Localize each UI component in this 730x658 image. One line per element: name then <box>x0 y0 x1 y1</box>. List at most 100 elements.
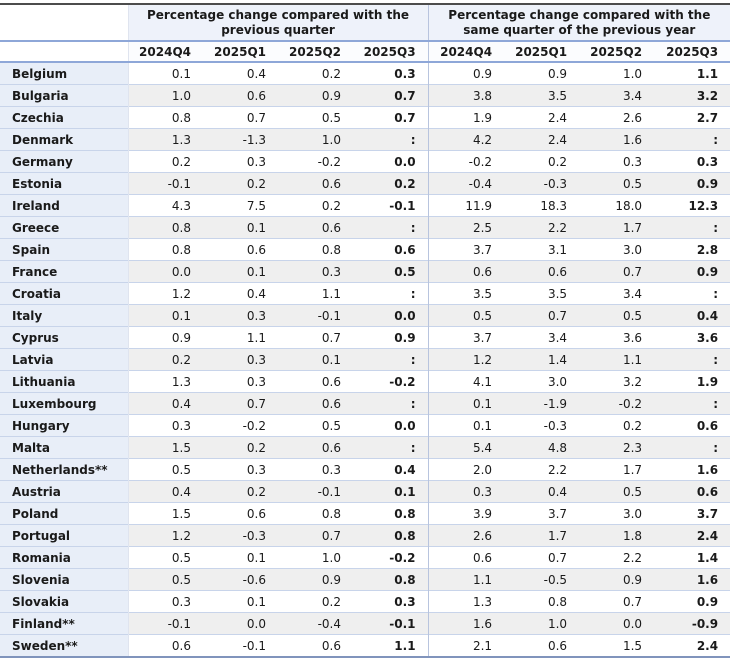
qoq-2024Q4-value: 1.3 <box>127 370 203 393</box>
qoq-2025Q1-value: 0.3 <box>203 458 278 481</box>
qoq-2025Q1-value: 0.2 <box>203 480 278 503</box>
qoq-2024Q4-value: 0.5 <box>127 458 203 481</box>
col-header-qoq-2025Q2: 2025Q2 <box>278 41 353 63</box>
yoy-2025Q1-value: 3.7 <box>504 502 580 525</box>
qoq-2025Q2-value: 0.6 <box>278 370 353 393</box>
qoq-2025Q2-value: 0.9 <box>278 568 353 591</box>
country-name: Luxembourg <box>0 392 128 415</box>
qoq-2024Q4-value: 0.2 <box>127 348 203 371</box>
yoy-2025Q3-value: : <box>654 392 730 415</box>
qoq-2025Q3-value: : <box>353 392 429 415</box>
yoy-2025Q2-value: 2.2 <box>579 546 655 569</box>
qoq-2025Q3-value: -0.1 <box>353 194 429 217</box>
qoq-2025Q2-value: 0.3 <box>278 260 353 283</box>
qoq-2025Q3-value: -0.1 <box>353 612 429 635</box>
table-row: Croatia 1.2 0.4 1.1:3.5 3.5 3.4: <box>0 282 730 305</box>
qoq-2025Q3-value: 0.7 <box>353 106 429 129</box>
yoy-2025Q2-value: 0.5 <box>579 172 655 195</box>
yoy-2025Q3-value: 12.3 <box>654 194 730 217</box>
qoq-2025Q2-value: -0.4 <box>278 612 353 635</box>
qoq-2025Q1-value: 7.5 <box>203 194 278 217</box>
qoq-2025Q1-value: 0.3 <box>203 150 278 173</box>
country-name: Hungary <box>0 414 128 437</box>
qoq-2025Q2-value: 0.6 <box>278 392 353 415</box>
yoy-2025Q2-value: 0.5 <box>579 304 655 327</box>
yoy-2025Q3-value: 1.6 <box>654 568 730 591</box>
yoy-2024Q4-value: 4.2 <box>427 128 505 151</box>
yoy-2025Q2-value: 1.7 <box>579 216 655 239</box>
table-row: France 0.0 0.1 0.3 0.5 0.6 0.6 0.7 0.9 <box>0 260 730 283</box>
yoy-2025Q1-value: 4.8 <box>504 436 580 459</box>
yoy-2025Q1-value: 18.3 <box>504 194 580 217</box>
yoy-2025Q3-value: : <box>654 128 730 151</box>
qoq-2024Q4-value: -0.1 <box>127 172 203 195</box>
country-name: Germany <box>0 150 128 173</box>
qoq-2024Q4-value: 0.8 <box>127 106 203 129</box>
table-row: Spain 0.8 0.6 0.8 0.6 3.7 3.1 3.0 2.8 <box>0 238 730 261</box>
qoq-2025Q1-value: -0.2 <box>203 414 278 437</box>
table-row: Malta 1.5 0.2 0.6:5.4 4.8 2.3: <box>0 436 730 459</box>
yoy-2025Q3-value: 2.4 <box>654 634 730 657</box>
yoy-2025Q2-value: 2.6 <box>579 106 655 129</box>
qoq-2024Q4-value: 1.3 <box>127 128 203 151</box>
corner-cell <box>0 41 128 63</box>
yoy-2024Q4-value: 1.9 <box>427 106 505 129</box>
qoq-2024Q4-value: 4.3 <box>127 194 203 217</box>
qoq-2025Q2-value: 0.6 <box>278 172 353 195</box>
yoy-2025Q1-value: 3.5 <box>504 282 580 305</box>
yoy-2024Q4-value: 3.5 <box>427 282 505 305</box>
yoy-2025Q2-value: 3.4 <box>579 282 655 305</box>
yoy-2024Q4-value: 4.1 <box>427 370 505 393</box>
yoy-2025Q2-value: 0.9 <box>579 568 655 591</box>
country-name: France <box>0 260 128 283</box>
country-name: Croatia <box>0 282 128 305</box>
yoy-2024Q4-value: 1.2 <box>427 348 505 371</box>
qoq-2025Q2-value: 0.2 <box>278 194 353 217</box>
qoq-2025Q1-value: 0.0 <box>203 612 278 635</box>
qoq-2025Q3-value: 0.8 <box>353 524 429 547</box>
yoy-2025Q1-value: 2.4 <box>504 128 580 151</box>
qoq-2025Q2-value: 0.3 <box>278 458 353 481</box>
yoy-2025Q2-value: 1.8 <box>579 524 655 547</box>
yoy-2025Q3-value: 1.9 <box>654 370 730 393</box>
yoy-2024Q4-value: 1.6 <box>427 612 505 635</box>
table-row: Hungary 0.3 -0.2 0.5 0.0 0.1 -0.3 0.2 0.6 <box>0 414 730 437</box>
qoq-2024Q4-value: 0.6 <box>127 634 203 657</box>
yoy-2025Q3-value: 1.6 <box>654 458 730 481</box>
quarter-header-row: 2024Q4 2025Q1 2025Q2 2025Q3 2024Q4 2025Q… <box>0 41 730 63</box>
country-name: Slovakia <box>0 590 128 613</box>
yoy-2025Q2-value: 1.7 <box>579 458 655 481</box>
yoy-2024Q4-value: 1.1 <box>427 568 505 591</box>
qoq-2025Q3-value: 0.0 <box>353 414 429 437</box>
yoy-2025Q2-value: 1.0 <box>579 61 655 85</box>
yoy-2024Q4-value: 3.7 <box>427 326 505 349</box>
yoy-2025Q3-value: 2.7 <box>654 106 730 129</box>
qoq-2024Q4-value: 0.5 <box>127 546 203 569</box>
qoq-2025Q3-value: 0.6 <box>353 238 429 261</box>
qoq-2024Q4-value: 0.3 <box>127 414 203 437</box>
qoq-2025Q1-value: 0.4 <box>203 61 278 85</box>
yoy-2024Q4-value: 0.6 <box>427 546 505 569</box>
table-row: Denmark 1.3 -1.3 1.0:4.2 2.4 1.6: <box>0 128 730 151</box>
group-header-qoq-line1: Percentage change compared with the <box>147 7 410 22</box>
qoq-2024Q4-value: 0.4 <box>127 480 203 503</box>
qoq-2025Q3-value: : <box>353 348 429 371</box>
yoy-2024Q4-value: 5.4 <box>427 436 505 459</box>
qoq-2025Q3-value: 0.3 <box>353 61 429 85</box>
qoq-2025Q3-value: 0.4 <box>353 458 429 481</box>
yoy-2025Q3-value: 1.4 <box>654 546 730 569</box>
table-row: Belgium 0.1 0.4 0.2 0.3 0.9 0.9 1.0 1.1 <box>0 61 730 85</box>
yoy-2025Q2-value: -0.2 <box>579 392 655 415</box>
col-header-qoq-2024Q4: 2024Q4 <box>127 41 203 63</box>
qoq-2025Q1-value: 0.3 <box>203 348 278 371</box>
table-row: Poland 1.5 0.6 0.8 0.8 3.9 3.7 3.0 3.7 <box>0 502 730 525</box>
group-header-yoy: Percentage change compared with the same… <box>427 4 730 42</box>
yoy-2025Q1-value: 0.6 <box>504 634 580 657</box>
yoy-2025Q1-value: 2.2 <box>504 216 580 239</box>
yoy-2025Q2-value: 0.5 <box>579 480 655 503</box>
country-name: Estonia <box>0 172 128 195</box>
qoq-2025Q1-value: 1.1 <box>203 326 278 349</box>
country-name: Lithuania <box>0 370 128 393</box>
table-row: Greece 0.8 0.1 0.6:2.5 2.2 1.7: <box>0 216 730 239</box>
qoq-2025Q2-value: 0.8 <box>278 238 353 261</box>
